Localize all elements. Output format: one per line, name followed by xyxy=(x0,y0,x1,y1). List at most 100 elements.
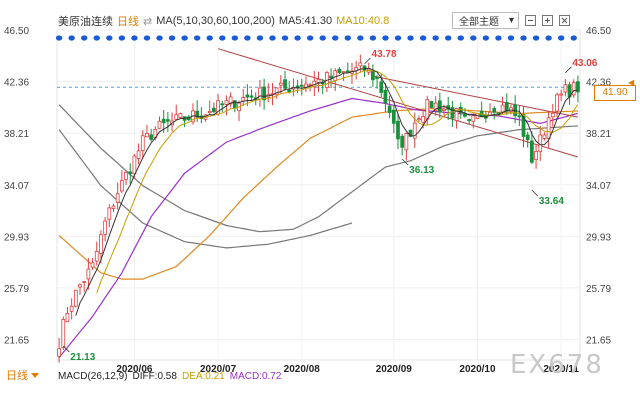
signal-dot-96 xyxy=(457,35,464,41)
signal-dot-102 xyxy=(482,35,490,41)
macd-diff: DIFF:0.58 xyxy=(132,371,177,382)
signal-dot-120 xyxy=(557,35,565,41)
candle-body-19 xyxy=(136,150,141,159)
caret-down-icon xyxy=(31,372,39,378)
compare-icon[interactable]: ⇄ xyxy=(143,15,153,28)
candle-body-25 xyxy=(161,118,166,124)
candle-body-58 xyxy=(299,84,304,87)
candle-body-124 xyxy=(576,81,580,93)
y-tick-right-6: 21.65 xyxy=(586,335,611,346)
candle-body-45 xyxy=(245,94,250,98)
candle-body-33 xyxy=(195,110,200,118)
candle-body-72 xyxy=(358,62,363,67)
y-tick-left-6: 21.65 xyxy=(4,335,29,346)
signal-dot-12 xyxy=(106,35,113,41)
x-tick-2: 2020/08 xyxy=(284,364,321,375)
y-tick-left-1: 42.36 xyxy=(4,78,29,89)
signal-dot-54 xyxy=(281,35,289,41)
y-tick-left-2: 38.21 xyxy=(4,129,29,140)
candle-body-3 xyxy=(69,305,74,312)
signal-dot-111 xyxy=(520,35,527,41)
theme-select[interactable]: 全部主题 ▾ xyxy=(452,12,520,29)
candle-body-22 xyxy=(149,134,154,140)
signal-dot-99 xyxy=(470,35,477,41)
candle-body-15 xyxy=(119,180,124,192)
watermark: EX678 xyxy=(510,350,604,380)
ma5-line xyxy=(75,67,578,316)
candle-body-90 xyxy=(433,102,438,112)
annotation-label-3: 33.64 xyxy=(539,196,564,207)
signal-dot-36 xyxy=(206,35,213,41)
candle-body-48 xyxy=(258,87,262,100)
candle-body-18 xyxy=(132,155,137,175)
signal-dot-24 xyxy=(156,35,163,41)
theme-select-label: 全部主题 xyxy=(459,17,499,28)
macd-dea: DEA:0.21 xyxy=(181,371,225,382)
legend-period[interactable]: 日线 xyxy=(117,16,139,28)
chart-toolbar: 全部主题 ▾ xyxy=(452,12,571,29)
y-tick-left-3: 34.07 xyxy=(4,181,29,192)
candle-body-97 xyxy=(463,113,467,117)
y-tick-right-5: 25.79 xyxy=(586,284,611,295)
signal-dot-87 xyxy=(419,35,427,41)
close-icon[interactable] xyxy=(559,15,571,26)
ma200-line xyxy=(58,129,353,249)
annotation-label-0: 43.78 xyxy=(372,49,397,60)
candle-body-118 xyxy=(550,112,555,118)
candle-body-49 xyxy=(262,86,266,101)
signal-dot-63 xyxy=(319,35,326,41)
candle-body-13 xyxy=(111,205,116,209)
candle-body-42 xyxy=(232,100,237,108)
signal-dot-117 xyxy=(545,35,552,41)
signal-dot-0 xyxy=(55,35,63,41)
legend-ma5: MA5:41.30 xyxy=(278,15,333,27)
candle-body-83 xyxy=(404,133,409,151)
candle-body-123 xyxy=(571,82,576,96)
candle-body-88 xyxy=(425,98,430,120)
candle-body-6 xyxy=(82,281,87,284)
candle-body-117 xyxy=(546,117,551,139)
candle-body-116 xyxy=(542,134,547,139)
candle-body-39 xyxy=(220,103,225,106)
annotation-leader-1 xyxy=(401,158,409,166)
zoom-out-icon[interactable] xyxy=(525,15,537,26)
candle-body-80 xyxy=(391,109,396,124)
signal-dot-9 xyxy=(93,35,100,41)
signal-dot-33 xyxy=(193,35,201,41)
annotation-label-2: 43.06 xyxy=(572,58,597,69)
zoom-in-icon[interactable] xyxy=(542,15,554,26)
trend-line-0 xyxy=(217,48,579,158)
annotation-label-1: 36.13 xyxy=(409,165,434,176)
candle-body-66 xyxy=(333,70,338,81)
candle-body-81 xyxy=(396,120,400,140)
legend-ma-spec[interactable]: MA(5,10,30,60,100,200) xyxy=(156,15,275,27)
signal-dot-69 xyxy=(344,35,351,41)
macd-label[interactable]: MACD(26,12,9) xyxy=(58,371,128,382)
candle-body-9 xyxy=(94,251,99,262)
signal-dot-66 xyxy=(332,35,339,41)
candle-body-86 xyxy=(417,118,421,121)
candle-body-4 xyxy=(73,289,78,307)
signal-dot-123 xyxy=(570,35,577,41)
candle-body-37 xyxy=(212,107,216,113)
candle-body-52 xyxy=(274,87,279,96)
candle-body-26 xyxy=(166,119,170,122)
indicator-period-tab[interactable]: 日线 xyxy=(6,367,39,383)
signal-dot-81 xyxy=(394,35,402,41)
y-tick-left-5: 25.79 xyxy=(4,284,29,295)
signal-dot-30 xyxy=(181,35,188,41)
candle-body-21 xyxy=(145,132,149,138)
candle-body-114 xyxy=(534,151,538,161)
signal-dot-108 xyxy=(507,35,515,41)
candle-body-20 xyxy=(140,135,145,151)
signal-dot-93 xyxy=(445,35,452,41)
signal-dot-6 xyxy=(80,35,88,41)
current-price-marker-icon: ◀ xyxy=(628,78,635,87)
candle-body-40 xyxy=(224,100,229,105)
candle-body-67 xyxy=(337,68,342,74)
candle-body-91 xyxy=(437,100,442,113)
signal-dot-57 xyxy=(294,35,301,41)
candle-body-10 xyxy=(99,234,103,254)
y-tick-right-2: 38.21 xyxy=(586,129,611,140)
